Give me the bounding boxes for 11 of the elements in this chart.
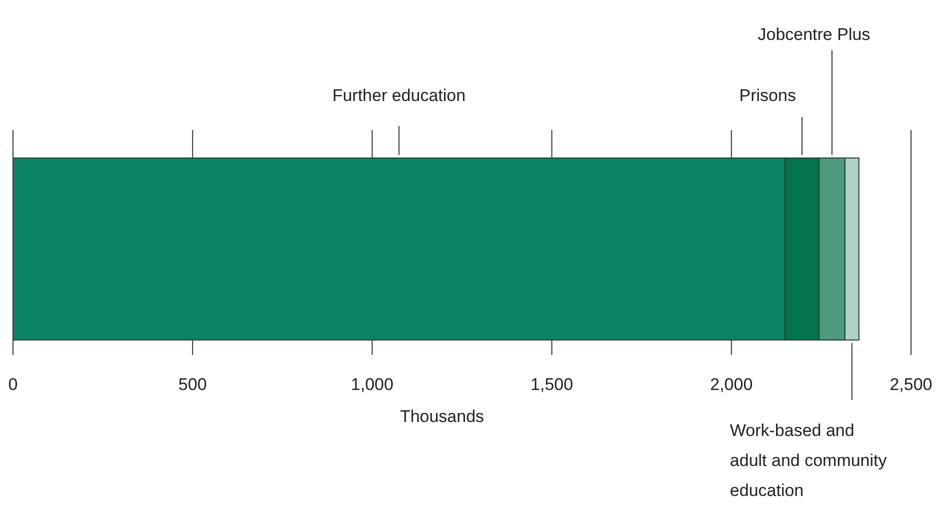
x-tick-label: 2,000 (710, 375, 753, 394)
x-tick-label: 1,000 (350, 375, 394, 394)
x-tick-label: 0 (8, 375, 18, 394)
x-axis-title: Thousands (400, 407, 484, 426)
text: Work-based and adult and community education (730, 421, 888, 500)
text: Jobcentre Plus (758, 25, 870, 44)
x-tick-label: 1,500 (530, 375, 574, 394)
x-tick-label: 500 (178, 375, 207, 394)
x-tick-label: 2,500 (890, 375, 932, 394)
text: Further education (332, 86, 466, 105)
text: Prisons (739, 86, 796, 105)
